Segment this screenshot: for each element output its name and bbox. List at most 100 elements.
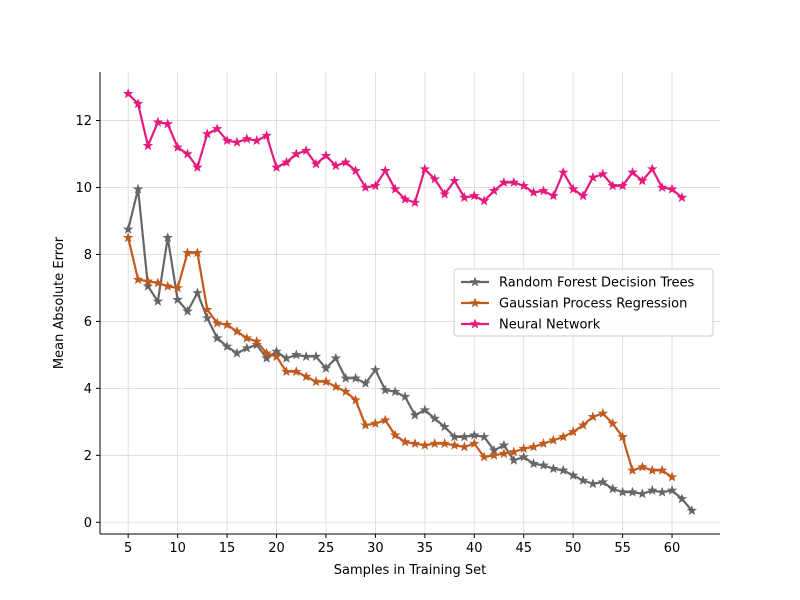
data-point [122, 223, 134, 234]
data-point [320, 362, 332, 373]
x-tick-label: 10 [169, 541, 186, 556]
data-point [251, 135, 262, 146]
data-point [676, 493, 688, 504]
x-tick-label: 5 [124, 541, 132, 556]
data-point [409, 409, 421, 420]
data-point [389, 183, 401, 194]
data-point [518, 443, 529, 454]
data-point [389, 386, 401, 397]
data-point [182, 305, 193, 316]
data-point [429, 173, 440, 184]
plot-area [122, 88, 698, 515]
data-point [202, 128, 213, 139]
x-tick-label: 40 [466, 541, 483, 556]
data-point [211, 123, 223, 134]
data-point [449, 431, 460, 442]
data-point [498, 439, 510, 450]
data-point [231, 347, 243, 358]
data-point [607, 180, 618, 191]
data-point [647, 464, 658, 475]
data-point [607, 418, 618, 428]
data-point [389, 429, 401, 440]
data-point [291, 148, 302, 159]
axes [99, 72, 720, 535]
data-point [370, 180, 381, 191]
data-point [241, 133, 253, 144]
data-point [419, 163, 431, 174]
legend-label: Random Forest Decision Trees [499, 276, 695, 291]
data-point [666, 471, 678, 482]
legend-marker [469, 318, 481, 329]
data-point [221, 319, 233, 330]
data-point [221, 135, 233, 146]
data-point [528, 187, 539, 197]
data-point [281, 352, 292, 363]
data-point [676, 192, 688, 202]
data-point [172, 294, 183, 305]
data-point [666, 183, 678, 194]
data-point [627, 464, 638, 475]
data-point [449, 439, 460, 450]
data-point [469, 190, 480, 201]
data-point [360, 182, 371, 192]
data-point [300, 145, 312, 156]
data-point [182, 148, 193, 159]
data-point [439, 438, 450, 449]
data-point [330, 381, 342, 392]
data-point [211, 317, 223, 328]
data-point [577, 419, 589, 430]
data-point [627, 166, 638, 177]
data-point [488, 185, 500, 196]
legend-label: Gaussian Process Regression [499, 297, 687, 312]
data-point [627, 486, 638, 497]
data-point [518, 180, 529, 191]
data-point [350, 372, 361, 383]
data-point [330, 160, 342, 171]
data-point [607, 483, 618, 494]
x-axis-title: Samples in Training Set [334, 563, 486, 578]
series-3 [122, 88, 688, 207]
data-point [637, 175, 648, 186]
x-tick-label: 60 [664, 541, 681, 556]
data-point [310, 351, 322, 361]
data-point [459, 192, 470, 202]
data-point [261, 130, 272, 141]
data-point [271, 161, 282, 172]
x-tick-label: 55 [614, 541, 631, 556]
data-point [508, 177, 520, 187]
data-point [617, 180, 628, 191]
data-point [478, 195, 490, 206]
data-point [241, 332, 253, 343]
data-point [251, 339, 262, 350]
data-point [142, 275, 154, 286]
data-point [291, 349, 302, 360]
y-tick-label: 10 [75, 181, 92, 196]
data-point [518, 451, 529, 462]
series-line [127, 92, 683, 204]
data-point [567, 469, 579, 480]
data-point [152, 295, 164, 306]
data-point [399, 436, 411, 447]
data-point [419, 404, 431, 415]
data-point [538, 438, 549, 449]
data-point [162, 118, 173, 129]
data-point [597, 408, 609, 418]
data-point [597, 168, 609, 179]
data-point [558, 464, 569, 475]
data-point [320, 150, 332, 161]
series-1 [122, 183, 698, 515]
data-point [656, 486, 668, 497]
legend-box [453, 268, 714, 337]
legend-marker [469, 276, 481, 287]
data-point [281, 366, 292, 377]
data-point [647, 485, 658, 495]
x-tick-label: 45 [515, 541, 532, 556]
series-line [127, 188, 693, 512]
data-point [172, 282, 183, 293]
legend-label: Neural Network [499, 318, 601, 333]
data-point [558, 166, 569, 177]
data-point [370, 364, 381, 375]
data-point [439, 188, 450, 199]
data-point [360, 377, 371, 388]
data-point [132, 98, 144, 109]
